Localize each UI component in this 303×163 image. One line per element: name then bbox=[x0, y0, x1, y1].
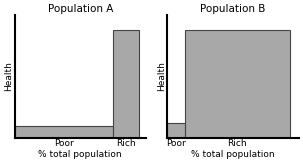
X-axis label: % total population: % total population bbox=[38, 150, 122, 159]
Title: Population A: Population A bbox=[48, 4, 113, 14]
Bar bbox=[168, 123, 185, 138]
Bar bbox=[185, 30, 290, 138]
Y-axis label: Health: Health bbox=[157, 62, 166, 91]
Bar bbox=[15, 126, 113, 138]
Y-axis label: Health: Health bbox=[4, 62, 13, 91]
Bar bbox=[113, 30, 139, 138]
Title: Population B: Population B bbox=[201, 4, 266, 14]
X-axis label: % total population: % total population bbox=[191, 150, 275, 159]
